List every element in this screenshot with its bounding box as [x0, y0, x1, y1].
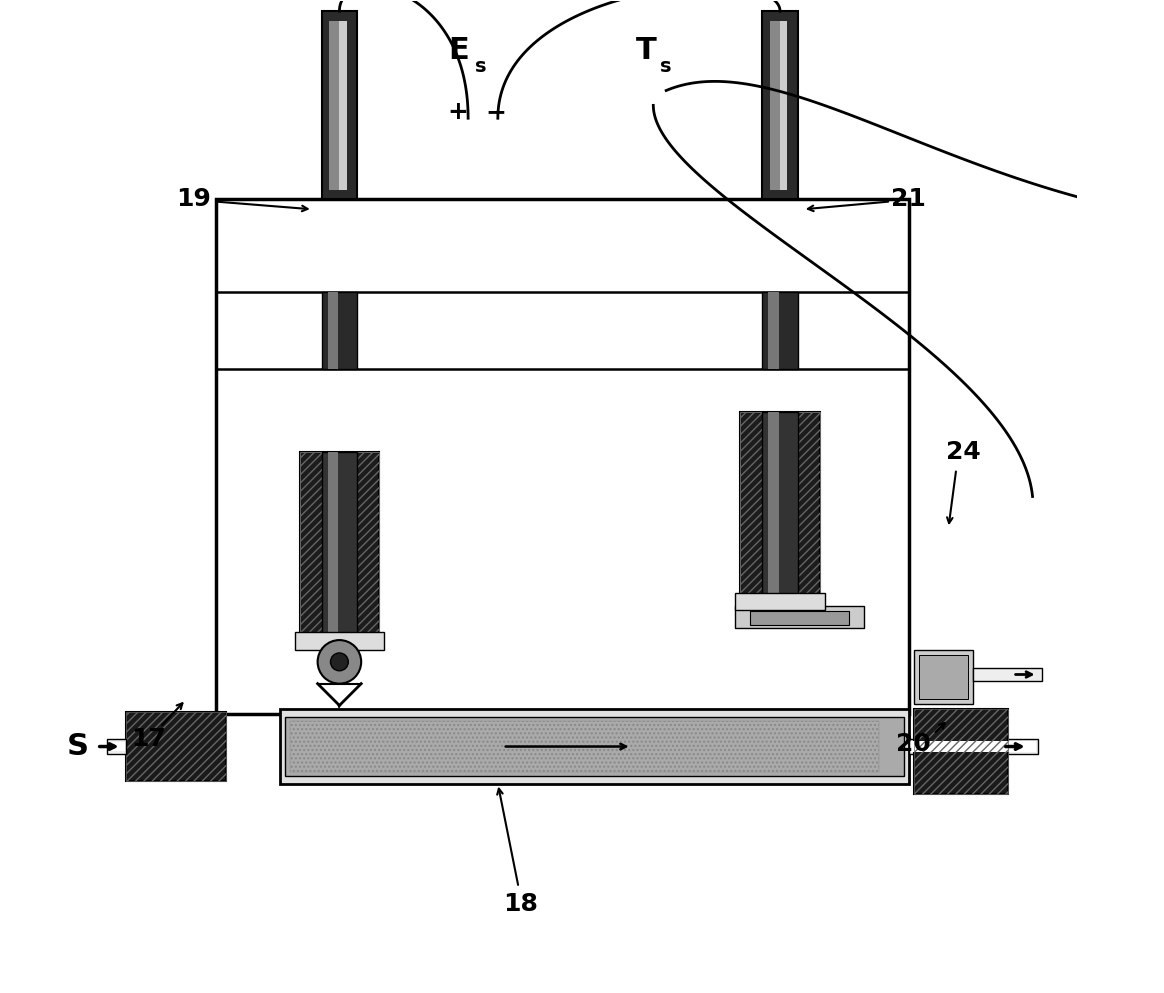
Bar — [771, 21, 782, 190]
Text: 18: 18 — [503, 893, 538, 917]
Bar — [740, 412, 819, 596]
Bar — [736, 593, 824, 611]
Text: s: s — [660, 58, 672, 76]
Bar — [285, 717, 903, 776]
Bar — [290, 721, 879, 772]
Text: 24: 24 — [946, 440, 980, 464]
Bar — [762, 412, 797, 596]
Bar — [762, 292, 797, 369]
Bar — [329, 21, 342, 190]
Bar — [768, 292, 779, 369]
Bar — [321, 11, 357, 200]
Bar — [914, 650, 973, 704]
Bar — [751, 612, 850, 626]
Text: 19: 19 — [177, 188, 212, 212]
Bar — [300, 452, 379, 636]
Bar — [909, 739, 1037, 755]
Bar — [321, 452, 357, 636]
Bar — [780, 21, 787, 190]
Bar — [762, 11, 797, 200]
Circle shape — [331, 653, 348, 671]
Bar — [107, 739, 127, 755]
Text: 20: 20 — [896, 732, 931, 756]
Bar — [294, 633, 384, 650]
Text: S: S — [66, 732, 88, 761]
Bar — [327, 452, 339, 636]
Bar — [973, 667, 1043, 681]
Bar — [914, 709, 1008, 793]
Bar — [918, 655, 968, 699]
Bar — [914, 709, 1008, 793]
Bar — [127, 712, 226, 781]
Text: +: + — [448, 100, 469, 124]
Text: 17: 17 — [130, 727, 165, 751]
Circle shape — [318, 640, 361, 683]
Bar — [768, 412, 779, 596]
Bar — [300, 452, 379, 636]
Bar — [736, 607, 864, 629]
Text: 21: 21 — [892, 188, 927, 212]
Bar — [321, 292, 357, 369]
Bar — [740, 412, 819, 596]
Bar — [910, 741, 1036, 753]
Text: −: − — [485, 100, 506, 124]
Text: E: E — [448, 37, 469, 66]
Bar — [340, 21, 347, 190]
Bar — [215, 200, 909, 714]
Bar — [281, 709, 909, 783]
Bar — [327, 292, 339, 369]
Text: s: s — [475, 58, 487, 76]
Text: T: T — [636, 37, 656, 66]
Bar — [127, 712, 226, 781]
Bar — [108, 742, 125, 752]
